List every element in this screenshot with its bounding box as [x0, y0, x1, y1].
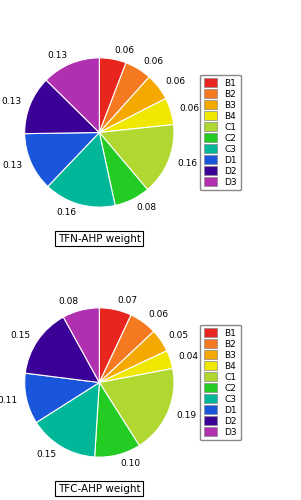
- Text: 0.16: 0.16: [57, 208, 77, 218]
- Wedge shape: [64, 308, 99, 382]
- Text: 0.04: 0.04: [179, 352, 199, 361]
- Legend: B1, B2, B3, B4, C1, C2, C3, D1, D2, D3: B1, B2, B3, B4, C1, C2, C3, D1, D2, D3: [200, 74, 241, 190]
- Wedge shape: [99, 350, 173, 382]
- Wedge shape: [99, 98, 174, 132]
- Text: 0.08: 0.08: [136, 203, 157, 212]
- Text: 0.06: 0.06: [148, 310, 169, 320]
- Wedge shape: [25, 373, 99, 422]
- Text: 0.08: 0.08: [58, 297, 79, 306]
- Text: 0.13: 0.13: [3, 162, 23, 170]
- Text: 0.06: 0.06: [179, 104, 200, 113]
- Text: 0.06: 0.06: [115, 46, 135, 55]
- Legend: B1, B2, B3, B4, C1, C2, C3, D1, D2, D3: B1, B2, B3, B4, C1, C2, C3, D1, D2, D3: [200, 324, 241, 440]
- Text: 0.10: 0.10: [120, 459, 140, 468]
- Wedge shape: [95, 382, 139, 457]
- Text: 0.13: 0.13: [47, 51, 67, 60]
- Wedge shape: [25, 317, 99, 382]
- Wedge shape: [36, 382, 99, 457]
- Text: 0.06: 0.06: [143, 56, 163, 66]
- Wedge shape: [99, 368, 174, 446]
- Text: 0.15: 0.15: [37, 450, 57, 459]
- Wedge shape: [99, 332, 167, 382]
- Wedge shape: [99, 124, 174, 190]
- Text: TFC-AHP weight: TFC-AHP weight: [58, 484, 141, 494]
- Text: TFN-AHP weight: TFN-AHP weight: [58, 234, 141, 243]
- Wedge shape: [25, 80, 99, 134]
- Text: 0.11: 0.11: [0, 396, 18, 405]
- Text: 0.06: 0.06: [166, 77, 186, 86]
- Text: (a): (a): [0, 32, 1, 44]
- Wedge shape: [99, 308, 131, 382]
- Wedge shape: [99, 63, 149, 132]
- Wedge shape: [46, 58, 99, 132]
- Text: (b): (b): [0, 282, 1, 294]
- Text: 0.15: 0.15: [10, 331, 30, 340]
- Wedge shape: [99, 77, 166, 132]
- Wedge shape: [99, 132, 147, 206]
- Wedge shape: [99, 315, 154, 382]
- Text: 0.19: 0.19: [176, 411, 196, 420]
- Text: 0.16: 0.16: [177, 159, 197, 168]
- Text: 0.13: 0.13: [2, 97, 22, 106]
- Wedge shape: [25, 132, 99, 186]
- Text: 0.07: 0.07: [118, 296, 138, 306]
- Wedge shape: [99, 58, 126, 132]
- Wedge shape: [48, 132, 115, 207]
- Text: 0.05: 0.05: [169, 331, 189, 340]
